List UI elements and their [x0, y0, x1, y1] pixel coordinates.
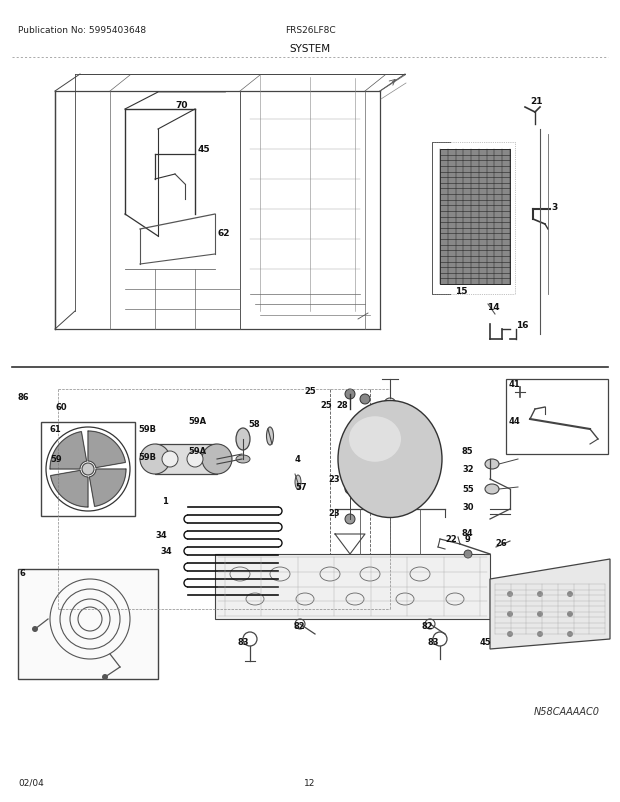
Ellipse shape [236, 428, 250, 451]
Text: 82: 82 [294, 622, 306, 630]
Text: 4: 4 [295, 455, 301, 464]
Text: 23: 23 [328, 508, 340, 516]
Text: FRS26LF8C: FRS26LF8C [285, 26, 335, 35]
Circle shape [567, 631, 573, 638]
Text: 57: 57 [295, 483, 307, 492]
Circle shape [140, 444, 170, 475]
Polygon shape [89, 469, 126, 507]
Ellipse shape [267, 427, 273, 445]
Ellipse shape [338, 401, 442, 518]
Text: 1: 1 [162, 497, 168, 506]
Text: 15: 15 [455, 287, 467, 296]
Circle shape [82, 464, 94, 476]
Bar [440, 150, 510, 285]
Text: 14: 14 [487, 303, 500, 312]
Text: SYSTEM: SYSTEM [290, 44, 330, 54]
Bar [215, 554, 490, 619]
Text: 32: 32 [462, 465, 474, 474]
Text: 6: 6 [20, 569, 26, 577]
Circle shape [187, 452, 203, 468]
Text: 83: 83 [428, 638, 440, 646]
Ellipse shape [345, 484, 355, 494]
Circle shape [345, 390, 355, 399]
Text: 44: 44 [509, 417, 521, 426]
Text: 16: 16 [516, 321, 528, 330]
Circle shape [464, 550, 472, 558]
Text: 26: 26 [495, 538, 507, 547]
Text: 22: 22 [445, 535, 457, 544]
Text: 59A: 59A [188, 447, 206, 456]
Bar [18, 569, 158, 679]
Circle shape [507, 631, 513, 638]
Text: 85: 85 [462, 447, 474, 456]
Text: 86: 86 [18, 393, 30, 402]
Text: 61: 61 [50, 425, 62, 434]
Text: 28: 28 [336, 401, 348, 410]
Text: 25: 25 [304, 387, 316, 396]
Text: 62: 62 [218, 229, 231, 237]
Text: 30: 30 [462, 503, 474, 512]
Circle shape [102, 674, 108, 680]
Ellipse shape [345, 514, 355, 525]
Ellipse shape [295, 476, 301, 489]
Text: 84: 84 [462, 528, 474, 537]
Text: 12: 12 [304, 778, 316, 787]
Circle shape [537, 611, 543, 618]
Text: 34: 34 [160, 547, 172, 556]
Circle shape [507, 591, 513, 597]
Text: 45: 45 [198, 145, 211, 154]
Ellipse shape [485, 484, 499, 494]
Text: 21: 21 [530, 96, 542, 105]
Circle shape [507, 611, 513, 618]
Text: 82: 82 [422, 622, 433, 630]
Text: 45: 45 [480, 638, 492, 646]
Text: 60: 60 [55, 403, 66, 412]
Circle shape [202, 444, 232, 475]
Polygon shape [490, 559, 610, 649]
Text: 70: 70 [175, 100, 187, 109]
Circle shape [537, 631, 543, 638]
Bar [506, 379, 608, 455]
Text: 55: 55 [462, 485, 474, 494]
Circle shape [32, 626, 38, 632]
Ellipse shape [349, 417, 401, 462]
Text: 23: 23 [328, 475, 340, 484]
Circle shape [537, 591, 543, 597]
Bar [155, 444, 217, 475]
Text: 59B: 59B [138, 425, 156, 434]
Text: Publication No: 5995403648: Publication No: 5995403648 [18, 26, 146, 35]
Ellipse shape [236, 456, 250, 464]
Text: 9: 9 [465, 535, 471, 544]
Text: 41: 41 [509, 380, 521, 389]
Circle shape [567, 591, 573, 597]
Polygon shape [50, 432, 87, 469]
Text: N58CAAAAC0: N58CAAAAC0 [534, 706, 600, 715]
Text: 59A: 59A [188, 417, 206, 426]
Text: 25: 25 [320, 401, 332, 410]
Ellipse shape [485, 460, 499, 469]
Text: 3: 3 [551, 203, 557, 213]
Bar [41, 423, 135, 516]
Text: 59B: 59B [138, 453, 156, 462]
Circle shape [360, 395, 370, 404]
Text: 59: 59 [50, 455, 61, 464]
Text: 34: 34 [155, 530, 167, 539]
Polygon shape [88, 431, 125, 468]
Text: 83: 83 [237, 638, 249, 646]
Polygon shape [51, 471, 88, 508]
Circle shape [567, 611, 573, 618]
Circle shape [162, 452, 178, 468]
Text: 58: 58 [248, 420, 260, 429]
Text: 02/04: 02/04 [18, 778, 44, 787]
